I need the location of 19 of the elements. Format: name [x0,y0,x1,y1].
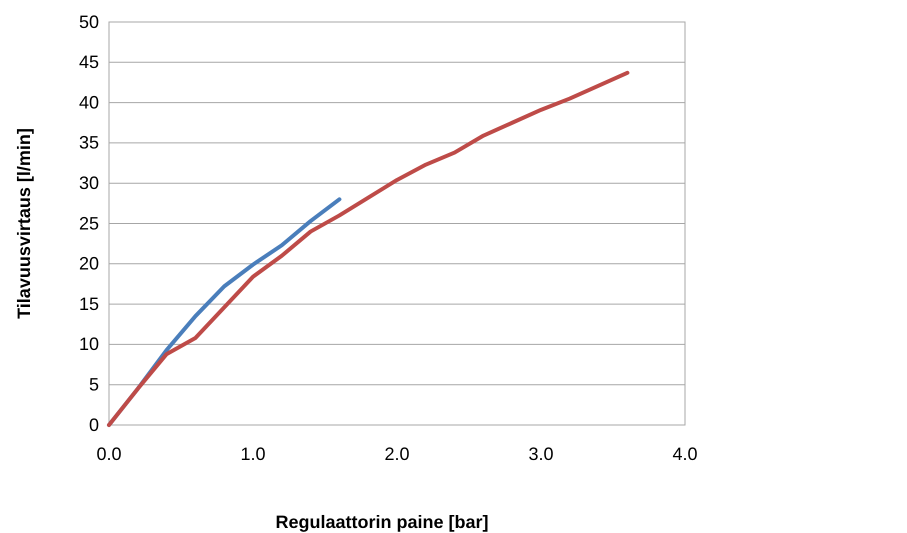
y-tick-label: 25 [78,213,99,234]
y-tick-label: 0 [88,414,99,435]
y-axis-title: Tilavuusvirtaus [l/min] [14,128,34,319]
x-tick-label: 4.0 [672,444,698,464]
x-tick-label: 3.0 [528,444,554,464]
y-tick-label: 15 [78,294,99,314]
x-tick-label: 0.0 [96,444,122,464]
y-tick-label: 50 [78,12,99,32]
y-tick-label: 10 [78,334,99,354]
y-tick-label: 40 [78,92,99,112]
x-tick-label: 2.0 [384,444,410,464]
x-axis-title: Regulaattorin paine [bar] [275,512,489,532]
y-tick-label: 20 [78,254,99,274]
y-tick-label: 30 [78,172,99,193]
y-tick-label: 45 [78,52,99,72]
y-tick-label: 5 [88,374,99,394]
x-tick-label: 1.0 [240,444,266,464]
y-tick-label: 35 [78,132,99,153]
line-series [107,70,630,427]
